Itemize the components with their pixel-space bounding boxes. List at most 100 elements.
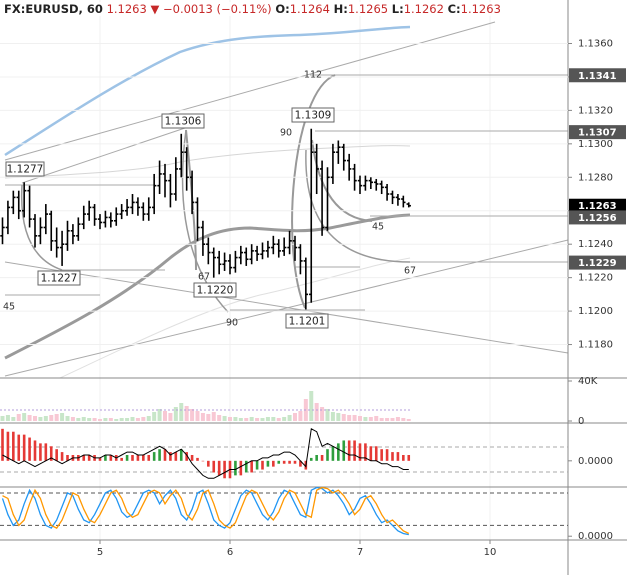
price-tag: [569, 198, 626, 213]
volume-bar: [390, 418, 395, 421]
histogram-bar: [369, 446, 373, 461]
histogram-bar: [380, 449, 383, 461]
histogram-bar: [49, 446, 53, 461]
annotation: 1.1220: [197, 285, 234, 297]
histogram-bar: [152, 452, 156, 461]
histogram-bar: [277, 460, 281, 464]
volume-bar: [60, 413, 65, 421]
volume-bar: [70, 417, 75, 421]
change: −0.0013 (−0.11%): [163, 2, 272, 16]
histogram-bar: [391, 452, 394, 461]
fib-arc: [291, 74, 336, 309]
histogram-bar: [185, 452, 188, 461]
ohlc: O:1.1264 H:1.1265 L:1.1262 C:1.1263: [275, 2, 501, 16]
volume-bar: [228, 417, 232, 421]
histogram-bar: [407, 455, 411, 461]
histogram-bar: [358, 443, 362, 461]
volume-bar: [374, 416, 379, 421]
volume-bar: [406, 419, 411, 421]
histogram-bar: [196, 457, 199, 461]
x-tick-label: 5: [97, 547, 103, 558]
volume-bar: [168, 413, 173, 421]
volume-bar: [385, 418, 390, 421]
fib-label: 45: [372, 222, 384, 233]
fib-arc: [311, 139, 373, 222]
volume-bar: [282, 417, 287, 421]
price-tag-label: 1.1307: [578, 128, 617, 139]
volume-bar: [146, 416, 151, 421]
symbol: FX:EURUSD, 60: [4, 2, 103, 16]
histogram-bar: [315, 455, 318, 461]
price-tag: [569, 125, 626, 140]
volume-bar: [341, 414, 346, 421]
histogram-bar: [239, 460, 243, 476]
price-tag-label: 1.1341: [578, 71, 617, 82]
histogram-bar: [234, 460, 237, 476]
volume-bar: [16, 414, 21, 421]
volume-bar: [76, 418, 81, 421]
histogram-bar: [104, 455, 107, 461]
y-tick-label: 0.0000: [578, 531, 613, 542]
volume-bar: [249, 417, 254, 421]
fib-arc: [185, 129, 197, 271]
volume-bar: [395, 417, 400, 421]
histogram-bar: [28, 437, 31, 461]
histogram-bar: [250, 460, 253, 473]
x-tick-label: 10: [484, 547, 497, 558]
histogram-bar: [337, 443, 340, 461]
annotation-box: [193, 282, 237, 298]
volume-bar: [195, 411, 200, 421]
volume-bar: [314, 403, 319, 421]
y-tick-label: 1.1280: [578, 172, 613, 183]
histogram-bar: [131, 455, 134, 461]
volume-bar: [163, 411, 167, 421]
histogram-bar: [44, 443, 48, 461]
volume-bar: [190, 409, 195, 421]
last-price: 1.1263: [106, 2, 147, 16]
price-tag-label: 1.1256: [578, 213, 617, 224]
fib-label: 67: [198, 272, 210, 283]
histogram-bar: [147, 455, 151, 461]
volume-bar: [244, 418, 249, 421]
histogram-bar: [158, 449, 161, 461]
volume-bar: [49, 415, 54, 421]
y-tick-label: 1.1300: [578, 139, 613, 150]
histogram-bar: [136, 455, 140, 461]
histogram-bar: [261, 460, 264, 470]
volume-bar: [336, 413, 341, 421]
volume-bar: [22, 413, 27, 421]
histogram-bar: [82, 455, 86, 461]
volume-bar: [130, 417, 135, 421]
volume-bar: [135, 418, 140, 421]
histogram-bar: [179, 449, 183, 461]
fib-label: 90: [226, 318, 238, 329]
histogram-bar: [385, 449, 389, 461]
histogram-bar: [353, 440, 356, 461]
histogram-bar: [331, 446, 335, 461]
histogram-bar: [125, 455, 129, 461]
histogram-bar: [320, 455, 324, 461]
histogram-bar: [299, 460, 302, 467]
histogram-bar: [288, 460, 291, 464]
volume-bar: [293, 413, 297, 421]
histogram-bar: [142, 455, 145, 461]
volume-bar: [379, 418, 384, 421]
volume-bar: [173, 407, 178, 421]
volume-bar: [114, 419, 119, 421]
volume-bar: [108, 418, 113, 421]
histogram-bar: [6, 431, 10, 461]
moving-average: [59, 257, 411, 379]
ohlc-label: O:: [275, 2, 290, 16]
annotation-box: [37, 270, 81, 286]
volume-bar: [358, 416, 362, 421]
volume-bar: [206, 414, 211, 421]
volume-bar: [309, 391, 314, 421]
histogram-bar: [201, 460, 205, 462]
annotation: 1.1201: [289, 316, 326, 328]
volume-bar: [368, 417, 373, 421]
fib-label: 67: [404, 266, 416, 277]
histogram-bar: [190, 455, 194, 461]
fib-arc: [20, 184, 63, 271]
histogram-bar: [364, 443, 367, 461]
